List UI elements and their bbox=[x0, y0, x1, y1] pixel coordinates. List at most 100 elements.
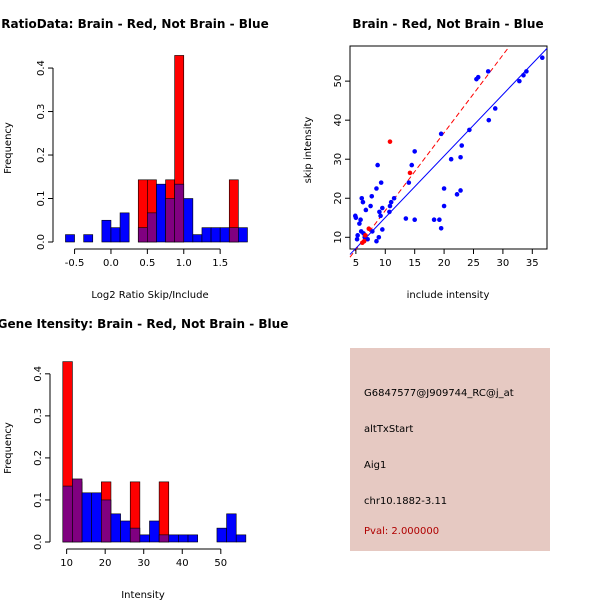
ratio-histogram-axes: -0.5 0.0 0.5 1.0 1.5 0.0 0.1 0.2 0.3 0.4 bbox=[36, 60, 228, 269]
y-tick-label: 0.4 bbox=[33, 366, 44, 382]
bar-not-brain bbox=[101, 499, 112, 543]
point-not-brain bbox=[359, 195, 365, 201]
point-not-brain bbox=[458, 154, 463, 160]
point-not-brain bbox=[377, 209, 382, 215]
point-not-brain bbox=[369, 193, 375, 199]
ratio-histogram-ylabel: Frequency bbox=[3, 122, 14, 174]
point-not-brain bbox=[368, 203, 373, 209]
bar-not-brain bbox=[120, 520, 131, 543]
bar-not-brain bbox=[91, 492, 102, 543]
scatter-points bbox=[352, 55, 545, 246]
bar-not-brain bbox=[110, 513, 121, 543]
bar-not-brain bbox=[183, 198, 194, 243]
point-not-brain bbox=[355, 233, 360, 238]
y-tick-label: 0.3 bbox=[33, 408, 44, 424]
gene-histogram-bars bbox=[62, 361, 247, 543]
bar-not-brain bbox=[156, 183, 166, 243]
bar-brain bbox=[158, 481, 170, 543]
bar-not-brain bbox=[192, 234, 203, 243]
point-not-brain bbox=[378, 213, 383, 219]
point-not-brain bbox=[376, 234, 382, 240]
bar-not-brain bbox=[147, 212, 157, 243]
point-not-brain bbox=[448, 156, 454, 162]
x-tick-label: 1.5 bbox=[212, 258, 228, 269]
x-tick-label: 10 bbox=[379, 258, 392, 269]
point-not-brain bbox=[365, 236, 370, 242]
x-tick-label: 40 bbox=[176, 558, 189, 569]
bar-not-brain bbox=[101, 219, 112, 243]
bar-not-brain bbox=[165, 198, 175, 243]
point-not-brain bbox=[521, 72, 526, 78]
point-brain bbox=[387, 139, 393, 144]
ratio-histogram-title: RatioData: Brain - Red, Not Brain - Blue bbox=[1, 17, 268, 31]
y-tick-label: 0.0 bbox=[36, 234, 47, 250]
bar-not-brain bbox=[119, 212, 130, 243]
point-not-brain bbox=[458, 188, 463, 193]
point-not-brain bbox=[524, 69, 529, 74]
x-tick-label: 30 bbox=[137, 558, 150, 569]
point-not-brain bbox=[388, 199, 394, 205]
bar-not-brain bbox=[158, 534, 170, 543]
point-not-brain bbox=[454, 192, 460, 197]
point-not-brain bbox=[485, 69, 491, 74]
y-tick-label: 0.4 bbox=[36, 60, 47, 76]
bar-not-brain bbox=[238, 227, 248, 243]
point-not-brain bbox=[387, 203, 393, 209]
scatter-fit-lines bbox=[349, 46, 548, 258]
x-tick-label: 10 bbox=[60, 558, 73, 569]
bar-not-brain bbox=[65, 234, 75, 243]
bar-not-brain bbox=[149, 520, 160, 543]
y-tick-label: 0.1 bbox=[36, 191, 47, 207]
gene-histogram-ylabel: Frequency bbox=[3, 422, 14, 474]
point-not-brain bbox=[374, 186, 379, 191]
point-not-brain bbox=[467, 127, 472, 133]
y-tick-label: 0.2 bbox=[36, 147, 47, 163]
point-not-brain bbox=[357, 221, 362, 226]
bar-not-brain bbox=[62, 485, 73, 543]
x-tick-label: 5 bbox=[353, 258, 359, 269]
x-tick-label: 50 bbox=[214, 558, 227, 569]
point-not-brain bbox=[412, 217, 417, 223]
scatter-title: Brain - Red, Not Brain - Blue bbox=[352, 17, 543, 31]
scatter-xlabel: include intensity bbox=[407, 290, 490, 301]
intensity-scatter: Brain - Red, Not Brain - Blue include in… bbox=[303, 17, 548, 301]
ratio-histogram-bars bbox=[65, 55, 248, 243]
bar-not-brain bbox=[168, 534, 179, 543]
point-not-brain bbox=[370, 229, 375, 234]
x-tick-label: 20 bbox=[99, 558, 112, 569]
point-not-brain bbox=[363, 207, 369, 213]
point-not-brain bbox=[409, 162, 415, 168]
point-not-brain bbox=[441, 203, 447, 209]
ratio-histogram-xlabel: Log2 Ratio Skip/Include bbox=[91, 290, 208, 301]
point-not-brain bbox=[492, 106, 498, 111]
gene-name: Aig1 bbox=[364, 460, 387, 471]
point-not-brain bbox=[380, 205, 385, 211]
x-tick-label: 0.0 bbox=[103, 258, 119, 269]
bar-not-brain bbox=[210, 227, 221, 243]
x-tick-label: 0.5 bbox=[139, 258, 155, 269]
x-tick-label: 30 bbox=[497, 258, 510, 269]
event-type: altTxStart bbox=[364, 424, 414, 435]
bar-not-brain bbox=[201, 227, 212, 243]
point-not-brain bbox=[437, 217, 442, 223]
gene-histogram-axes: 10 20 30 40 50 0.0 0.1 0.2 0.3 0.4 bbox=[33, 366, 227, 569]
point-not-brain bbox=[412, 149, 417, 154]
point-not-brain bbox=[378, 180, 384, 185]
bar-not-brain bbox=[228, 227, 239, 243]
y-tick-label: 50 bbox=[333, 75, 344, 88]
bar-not-brain bbox=[226, 513, 237, 543]
ratio-histogram: RatioData: Brain - Red, Not Brain - Blue… bbox=[1, 17, 268, 301]
point-brain bbox=[362, 233, 368, 238]
probe-info-panel: G6847577@J909744_RC@j_at altTxStart Aig1… bbox=[350, 348, 550, 551]
point-brain bbox=[366, 226, 372, 231]
point-not-brain bbox=[358, 217, 363, 223]
bar-not-brain bbox=[235, 534, 247, 543]
bar-not-brain bbox=[174, 183, 185, 243]
gene-histogram-xlabel: Intensity bbox=[121, 590, 165, 600]
gene-intensity-histogram: Gene Itensity: Brain - Red, Not Brain - … bbox=[0, 317, 288, 600]
bar-not-brain bbox=[72, 478, 83, 543]
point-not-brain bbox=[517, 78, 522, 84]
point-not-brain bbox=[539, 55, 545, 61]
x-tick-label: -0.5 bbox=[65, 258, 85, 269]
y-tick-label: 20 bbox=[333, 192, 344, 205]
